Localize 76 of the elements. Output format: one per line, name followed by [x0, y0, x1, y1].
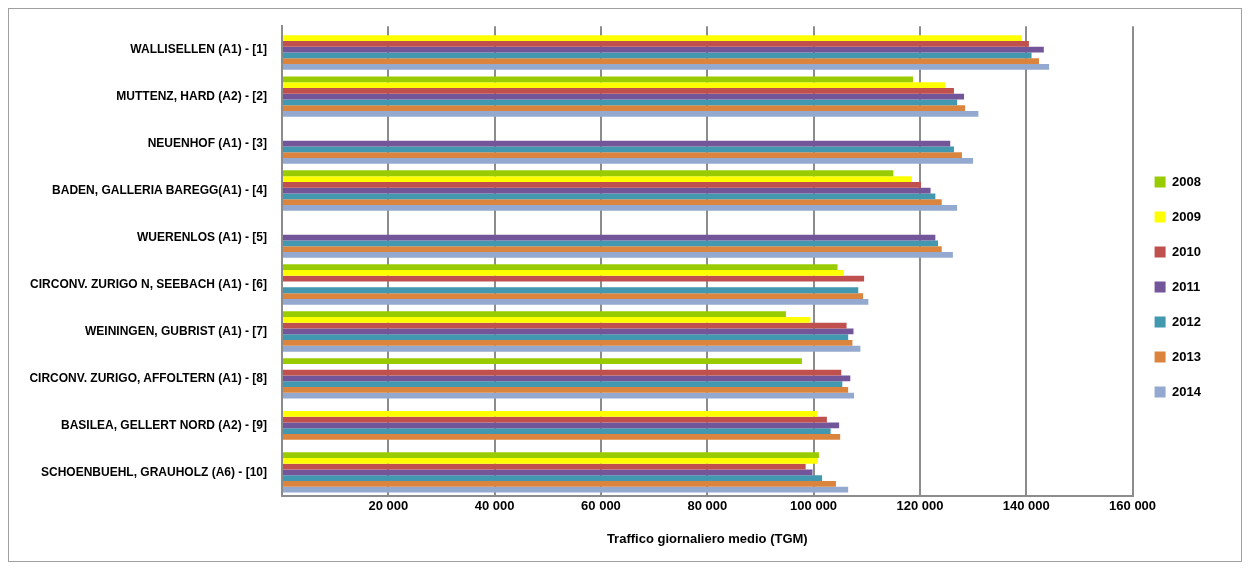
bar: [283, 428, 831, 435]
y-tick-label: BADEN, GALLERIA BAREGG(A1) - [4]: [52, 182, 267, 197]
bar: [283, 251, 953, 258]
bar: [283, 387, 849, 393]
bar: [283, 381, 843, 388]
bar: [283, 469, 813, 476]
bar: [283, 434, 841, 440]
legend-label: 2008: [1172, 173, 1201, 189]
x-tick-label: 100 000: [790, 498, 838, 514]
legend-label: 2011: [1172, 278, 1201, 294]
bar: [283, 358, 802, 364]
bar: [283, 270, 844, 276]
bar: [283, 475, 823, 481]
bar: [283, 275, 865, 282]
bar: [283, 58, 1040, 65]
legend-label: 2012: [1172, 313, 1201, 329]
legend-label: 2010: [1172, 243, 1201, 259]
bar: [283, 452, 819, 458]
y-tick-label: WUERENLOS (A1) - [5]: [137, 229, 267, 244]
bar: [283, 158, 974, 164]
bar: [283, 152, 962, 159]
bar: [283, 486, 849, 493]
bar: [283, 105, 966, 112]
x-tick-label: 40 000: [474, 498, 515, 514]
bar: [283, 264, 838, 271]
x-tick-label: 160 000: [1109, 498, 1157, 514]
bar: [283, 317, 811, 323]
bar: [283, 76, 914, 83]
x-tick-label: 80 000: [687, 498, 728, 514]
bar: [283, 176, 912, 182]
x-axis-title: Traffico giornaliero medio (TGM): [606, 530, 808, 546]
bar: [283, 87, 954, 94]
x-tick-label: 120 000: [896, 498, 944, 514]
bar: [283, 340, 853, 346]
bar: [283, 345, 861, 352]
bar: [283, 298, 869, 305]
bar: [283, 246, 942, 252]
y-tick-label: NEUENHOF (A1) - [3]: [147, 135, 267, 150]
y-tick-label: WEININGEN, GUBRIST (A1) - [7]: [85, 323, 267, 338]
x-tick-label: 140 000: [1002, 498, 1050, 514]
x-tick-label: 20 000: [368, 498, 409, 514]
bar: [283, 170, 894, 177]
bar: [283, 311, 786, 318]
y-tick-label: CIRCONV. ZURIGO, AFFOLTERN (A1) - [8]: [29, 370, 267, 385]
legend-label: 2013: [1172, 348, 1201, 364]
bar: [283, 322, 847, 329]
x-tick-label: 60 000: [581, 498, 621, 514]
bar: [283, 93, 965, 100]
bar: [283, 41, 1029, 47]
bar: [283, 392, 855, 399]
y-tick-label: SCHOENBUEHL, GRAUHOLZ (A6) - [10]: [40, 464, 267, 479]
bar: [283, 422, 840, 429]
bar: [283, 46, 1044, 53]
bar: [283, 480, 836, 487]
bar: [283, 64, 1050, 70]
y-tick-label: MUTTENZ, HARD (A2) - [2]: [116, 88, 267, 103]
bar: [283, 35, 1022, 42]
bar: [283, 457, 818, 464]
legend-label: 2014: [1172, 383, 1202, 399]
bar: [283, 181, 921, 188]
bar: [283, 334, 849, 341]
legend-label: 2009: [1172, 208, 1201, 224]
y-tick-label: WALLISELLEN (A1) - [1]: [130, 41, 267, 56]
bar: [283, 199, 942, 205]
bar: [283, 111, 979, 117]
bar: [283, 287, 859, 294]
bar: [283, 82, 945, 88]
bar: [283, 410, 818, 417]
bar: [283, 293, 864, 299]
bar: [283, 193, 936, 200]
bar: [283, 146, 954, 153]
bar: [283, 204, 958, 211]
y-tick-label: CIRCONV. ZURIGO N, SEEBACH (A1) - [6]: [30, 276, 267, 291]
bar: [283, 369, 842, 376]
y-tick-label: BASILEA, GELLERT NORD (A2) - [9]: [61, 417, 267, 432]
bar: [283, 240, 939, 247]
